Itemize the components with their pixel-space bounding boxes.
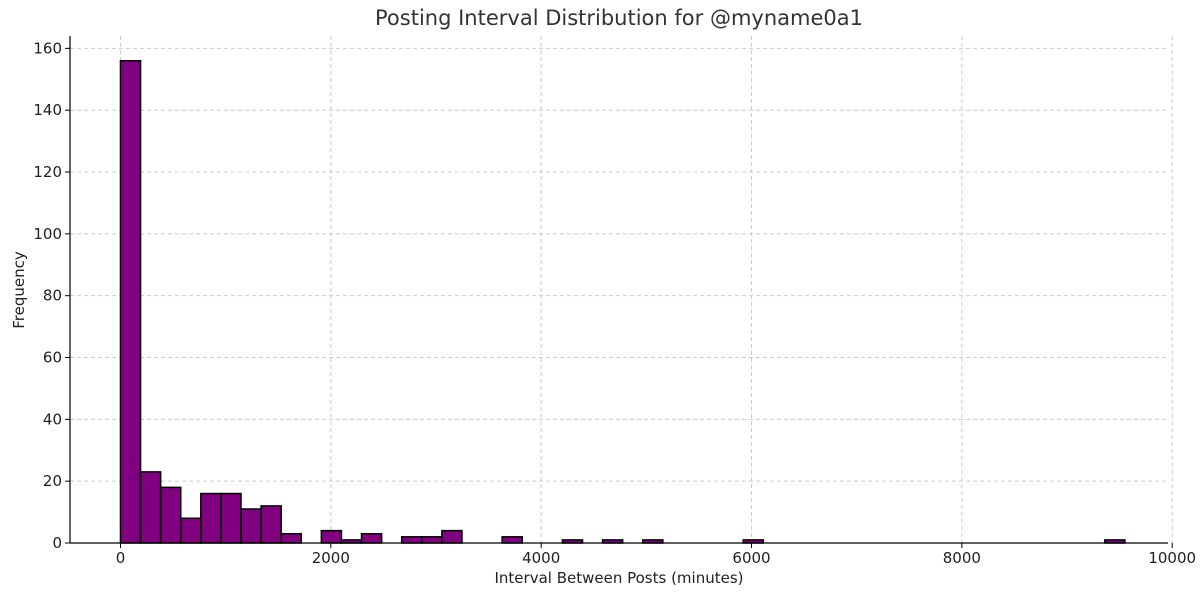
x-axis-label: Interval Between Posts (minutes) xyxy=(494,569,743,587)
histogram-bar xyxy=(220,492,242,544)
histogram-bar xyxy=(260,505,282,544)
x-tick-label: 2000 xyxy=(312,549,350,567)
histogram-bars xyxy=(119,59,1126,544)
x-tick-label: 8000 xyxy=(943,549,981,567)
histogram-bar xyxy=(360,532,383,544)
y-tick-label: 60 xyxy=(43,349,62,367)
histogram-bar xyxy=(139,471,162,544)
histogram-bar xyxy=(159,486,182,544)
y-tick-label: 80 xyxy=(43,287,62,305)
grid-lines xyxy=(70,36,1173,544)
histogram-bar xyxy=(501,536,523,544)
y-tick-label: 120 xyxy=(33,163,62,181)
x-tick-label: 4000 xyxy=(522,549,560,567)
histogram-bar xyxy=(421,536,443,544)
histogram-bar xyxy=(441,529,463,544)
y-tick-label: 100 xyxy=(33,225,62,243)
histogram-bar xyxy=(280,532,303,544)
y-tick-label: 160 xyxy=(33,39,62,57)
y-tick-label: 20 xyxy=(43,472,62,490)
histogram-bar xyxy=(240,508,262,544)
x-tick-label: 0 xyxy=(116,549,126,567)
histogram-bar xyxy=(320,529,343,544)
tick-labels: 0 2000 4000 6000 8000 10000 0 20 40 60 80 100 120 140… xyxy=(33,39,1196,567)
y-axis-label: Frequency xyxy=(10,251,28,329)
histogram-bar xyxy=(400,536,423,544)
histogram-bar xyxy=(200,492,222,544)
chart-title: Posting Interval Distribution for @mynam… xyxy=(375,6,863,30)
histogram-bar xyxy=(119,59,142,544)
y-tick-label: 140 xyxy=(33,101,62,119)
y-tick-label: 0 xyxy=(52,534,62,552)
x-tick-label: 6000 xyxy=(732,549,770,567)
y-tick-label: 40 xyxy=(43,410,62,428)
axes xyxy=(65,36,1173,548)
histogram-bar xyxy=(179,517,202,544)
x-tick-label: 10000 xyxy=(1148,549,1196,567)
